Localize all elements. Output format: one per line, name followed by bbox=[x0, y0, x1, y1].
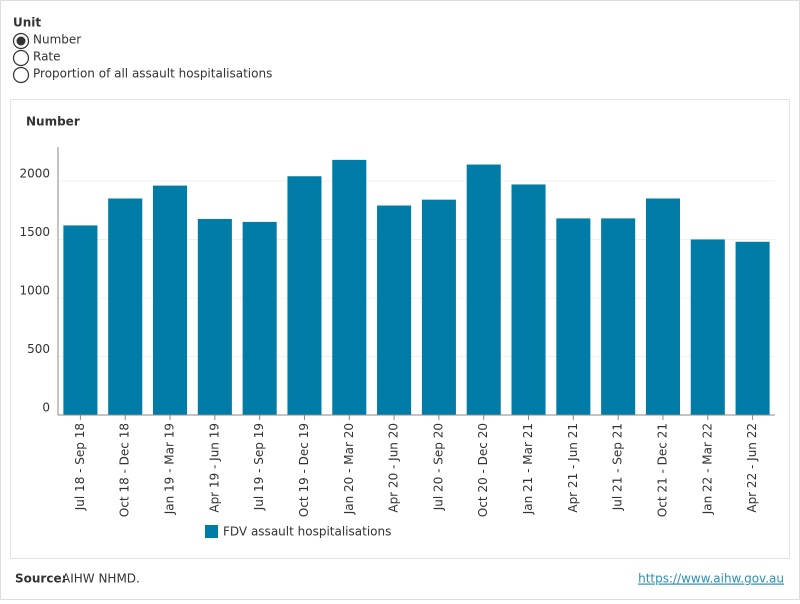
x-tick-label: Apr 19 - Jun 19 bbox=[207, 423, 221, 513]
bar bbox=[421, 199, 456, 415]
x-tick-label: Oct 18 - Dec 18 bbox=[118, 423, 132, 517]
y-tick-label: 1500 bbox=[19, 225, 50, 239]
bar bbox=[197, 218, 232, 415]
source-label: Source: bbox=[15, 572, 66, 586]
source-link[interactable]: https://www.aihw.gov.au bbox=[638, 572, 784, 586]
source-text: AIHW NHMD. bbox=[62, 572, 140, 586]
radio-label[interactable]: Number bbox=[33, 33, 81, 47]
x-tick-label: Oct 21 - Dec 21 bbox=[655, 423, 669, 517]
bar bbox=[63, 225, 98, 415]
bar bbox=[242, 221, 277, 415]
y-tick-label: 2000 bbox=[19, 166, 50, 180]
legend-swatch bbox=[205, 525, 218, 538]
radio-button[interactable] bbox=[12, 49, 30, 67]
x-tick-label: Apr 21 - Jun 21 bbox=[566, 423, 580, 513]
y-tick-label: 1000 bbox=[19, 283, 50, 297]
x-tick-label: Jan 22 - Mar 22 bbox=[700, 423, 714, 515]
x-tick-label: Jul 21 - Sep 21 bbox=[611, 423, 625, 511]
radio-label[interactable]: Proportion of all assault hospitalisatio… bbox=[33, 67, 272, 81]
bar bbox=[690, 239, 725, 415]
radio-label[interactable]: Rate bbox=[33, 50, 61, 64]
unit-label: Unit bbox=[13, 16, 41, 30]
chart-title: Number bbox=[26, 115, 80, 129]
radio-button[interactable] bbox=[12, 66, 30, 84]
bar bbox=[377, 205, 412, 415]
bar bbox=[645, 198, 680, 415]
x-tick-label: Jan 20 - Mar 20 bbox=[342, 423, 356, 515]
bar bbox=[153, 185, 188, 415]
bar bbox=[108, 198, 143, 415]
bar bbox=[466, 164, 501, 415]
x-tick-label: Jan 21 - Mar 21 bbox=[521, 423, 535, 515]
bar bbox=[511, 184, 546, 415]
bar bbox=[556, 218, 591, 415]
x-tick-label: Apr 22 - Jun 22 bbox=[745, 423, 759, 513]
legend-label: FDV assault hospitalisations bbox=[223, 525, 391, 539]
radio-dot bbox=[16, 36, 26, 46]
bar bbox=[287, 176, 322, 415]
y-tick-label: 500 bbox=[27, 342, 50, 356]
x-tick-label: Oct 20 - Dec 20 bbox=[476, 423, 490, 517]
x-tick-label: Apr 20 - Jun 20 bbox=[387, 423, 401, 513]
bar bbox=[735, 241, 770, 415]
bar bbox=[332, 159, 367, 415]
x-tick-label: Jan 19 - Mar 19 bbox=[163, 423, 177, 515]
x-tick-label: Jul 19 - Sep 19 bbox=[252, 423, 266, 511]
bar bbox=[601, 218, 636, 415]
x-tick-label: Oct 19 - Dec 19 bbox=[297, 423, 311, 517]
x-tick-label: Jul 18 - Sep 18 bbox=[73, 423, 87, 511]
y-tick-label: 0 bbox=[42, 401, 50, 415]
x-tick-label: Jul 20 - Sep 20 bbox=[431, 423, 445, 511]
